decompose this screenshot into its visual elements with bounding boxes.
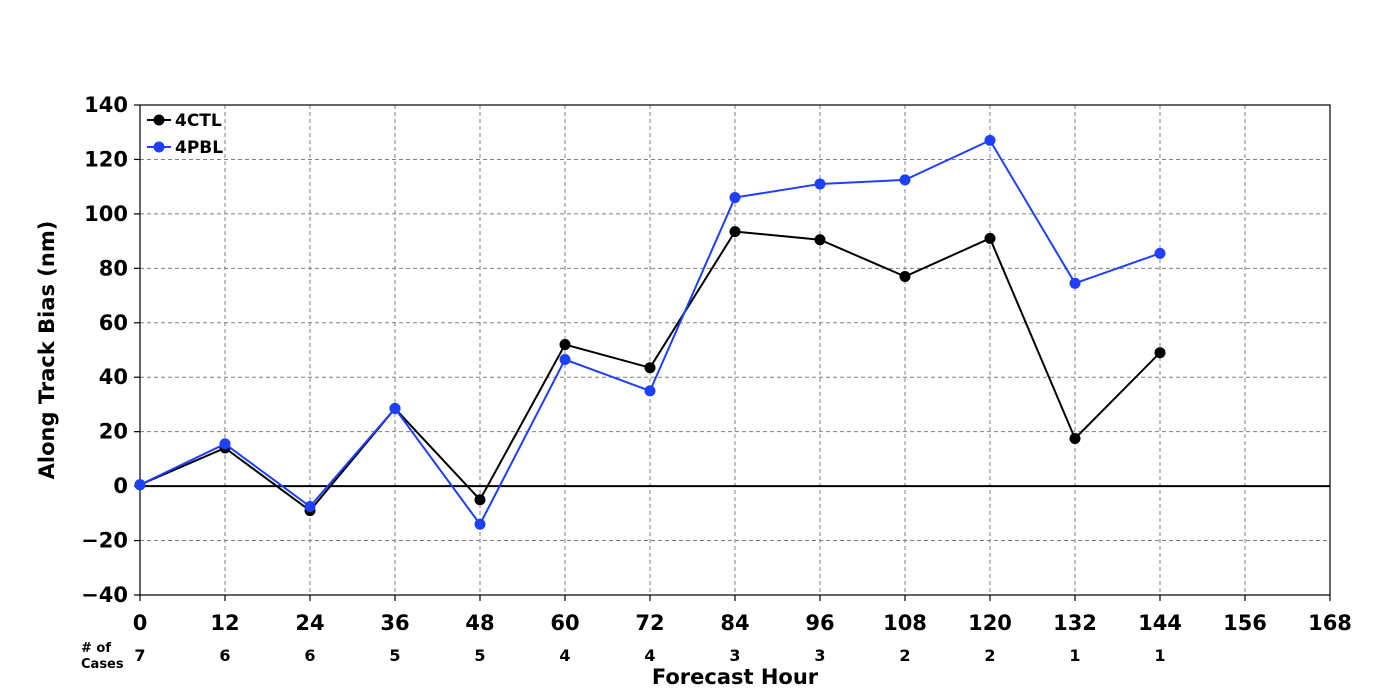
x-tick-label: 72 bbox=[635, 611, 664, 635]
legend-label: 4PBL bbox=[175, 138, 223, 158]
data-point-4ctl bbox=[559, 339, 571, 351]
y-tick-label: 80 bbox=[99, 256, 128, 280]
data-point-4pbl bbox=[1154, 247, 1166, 259]
y-tick-label: 0 bbox=[113, 474, 128, 498]
legend-marker bbox=[153, 141, 165, 153]
y-tick-labels: −40 −20 0 20 40 60 80 100 120 140 bbox=[81, 93, 128, 607]
y-tick-label: 120 bbox=[84, 147, 128, 171]
x-tick-label: 24 bbox=[295, 611, 324, 635]
case-count: 3 bbox=[814, 646, 825, 665]
x-tick-label: 0 bbox=[133, 611, 148, 635]
case-count: 4 bbox=[559, 646, 570, 665]
case-count: 7 bbox=[134, 646, 145, 665]
data-point-4pbl bbox=[814, 178, 826, 190]
data-point-4pbl bbox=[134, 479, 146, 491]
y-tick-label: −40 bbox=[81, 583, 128, 607]
x-tick-label: 36 bbox=[380, 611, 409, 635]
data-point-4pbl bbox=[984, 134, 996, 146]
y-tick-label: 20 bbox=[99, 420, 128, 444]
y-tick-label: 140 bbox=[84, 93, 128, 117]
case-count: 5 bbox=[389, 646, 400, 665]
data-point-4pbl bbox=[1069, 277, 1081, 289]
case-count: 2 bbox=[899, 646, 910, 665]
number-of-cases-row: # of Cases 7 6 6 5 5 4 4 3 3 2 2 1 1 bbox=[81, 641, 1166, 672]
data-point-4pbl bbox=[304, 501, 316, 513]
data-point-4pbl bbox=[729, 192, 741, 204]
legend-label: 4CTL bbox=[175, 111, 222, 131]
case-count: 5 bbox=[474, 646, 485, 665]
case-count: 6 bbox=[304, 646, 315, 665]
y-tick-label: 40 bbox=[99, 365, 128, 389]
data-point-4ctl bbox=[1069, 432, 1081, 444]
x-tick-label: 120 bbox=[968, 611, 1012, 635]
data-point-4ctl bbox=[814, 234, 826, 246]
x-tick-label: 60 bbox=[550, 611, 579, 635]
data-point-4pbl bbox=[644, 385, 656, 397]
x-tick-label: 108 bbox=[883, 611, 927, 635]
data-point-4pbl bbox=[899, 174, 911, 186]
data-point-4ctl bbox=[899, 271, 911, 282]
y-tick-label: −20 bbox=[81, 529, 128, 553]
x-tick-label: 12 bbox=[210, 611, 239, 635]
series-4pbl bbox=[134, 134, 1166, 530]
data-series bbox=[134, 134, 1166, 530]
x-tick-label: 48 bbox=[465, 611, 494, 635]
data-point-4ctl bbox=[984, 232, 996, 244]
y-axis-title: Along Track Bias (nm) bbox=[35, 221, 59, 480]
legend-marker bbox=[153, 114, 165, 126]
x-tick-label: 156 bbox=[1223, 611, 1267, 635]
x-tick-label: 84 bbox=[720, 611, 749, 635]
data-point-4ctl bbox=[474, 494, 486, 506]
y-tick-label: 60 bbox=[99, 311, 128, 335]
x-tick-label: 132 bbox=[1053, 611, 1097, 635]
cases-header-line2: Cases bbox=[81, 657, 124, 672]
data-point-4ctl bbox=[729, 226, 741, 238]
x-tick-label: 144 bbox=[1138, 611, 1182, 635]
case-count: 6 bbox=[219, 646, 230, 665]
legend: 4CTL 4PBL bbox=[147, 111, 223, 158]
x-axis-title: Forecast Hour bbox=[652, 665, 819, 689]
case-count: 1 bbox=[1154, 646, 1165, 665]
y-tick-label: 100 bbox=[84, 202, 128, 226]
x-tick-label: 168 bbox=[1308, 611, 1352, 635]
case-count: 3 bbox=[729, 646, 740, 665]
legend-item-4pbl: 4PBL bbox=[147, 138, 223, 158]
grid-lines bbox=[140, 105, 1330, 595]
data-point-4pbl bbox=[474, 518, 486, 530]
legend-item-4ctl: 4CTL bbox=[147, 111, 222, 131]
data-point-4pbl bbox=[389, 403, 401, 415]
case-count: 1 bbox=[1069, 646, 1080, 665]
data-point-4pbl bbox=[219, 438, 231, 450]
cases-header-line1: # of bbox=[81, 641, 111, 656]
data-point-4ctl bbox=[644, 362, 656, 374]
case-count: 2 bbox=[984, 646, 995, 665]
axis-ticks bbox=[134, 104, 1331, 601]
case-count: 4 bbox=[644, 646, 655, 665]
data-point-4pbl bbox=[559, 354, 571, 366]
data-point-4ctl bbox=[1154, 347, 1166, 359]
x-tick-labels: 0 12 24 36 48 60 72 84 96 108 120 132 144 156 168 bbox=[133, 611, 1352, 635]
x-tick-label: 96 bbox=[805, 611, 834, 635]
